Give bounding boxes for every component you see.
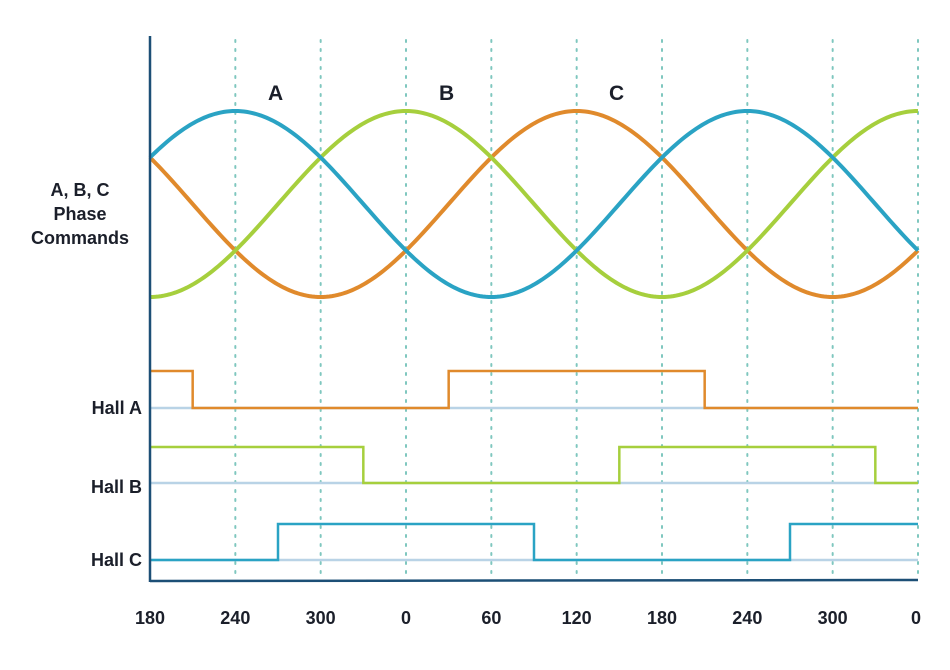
hall-signal-c	[150, 522, 918, 562]
hall-signal-a	[150, 369, 918, 410]
x-tick-label: 60	[481, 608, 502, 628]
x-tick-label: 300	[305, 608, 336, 628]
hall-signals	[150, 369, 918, 562]
phase-curve-b	[149, 108, 919, 300]
phase-label-line1: A, B, C	[50, 180, 110, 200]
x-axis-line	[149, 578, 919, 583]
x-tick-label: 240	[220, 608, 251, 628]
x-tick-label: 0	[400, 608, 411, 628]
x-tick-label: 240	[732, 608, 763, 628]
hall-c-label: Hall C	[90, 550, 142, 570]
curve-c-label: C	[609, 82, 625, 105]
hall-b-label: Hall B	[90, 477, 142, 497]
x-tick-label: 180	[134, 608, 166, 628]
phase-curve-c	[148, 108, 920, 300]
x-tick-label: 300	[817, 608, 848, 628]
curve-a-label: A	[268, 82, 284, 105]
x-tick-label: 120	[561, 608, 592, 628]
phase-curve-a	[148, 108, 920, 300]
grid-lines	[234, 39, 919, 579]
phase-label-line3: Commands	[30, 228, 129, 248]
x-tick-label: 180	[646, 608, 678, 628]
phase-curves	[148, 108, 920, 300]
x-tick-label: 0	[910, 608, 921, 628]
phase-label-line2: Phase	[53, 204, 107, 224]
curve-b-label: B	[439, 82, 455, 105]
phase-commands-label: A, B, C Phase Commands	[10, 178, 150, 250]
hall-signal-b	[150, 445, 918, 485]
hall-a-label: Hall A	[91, 398, 142, 418]
